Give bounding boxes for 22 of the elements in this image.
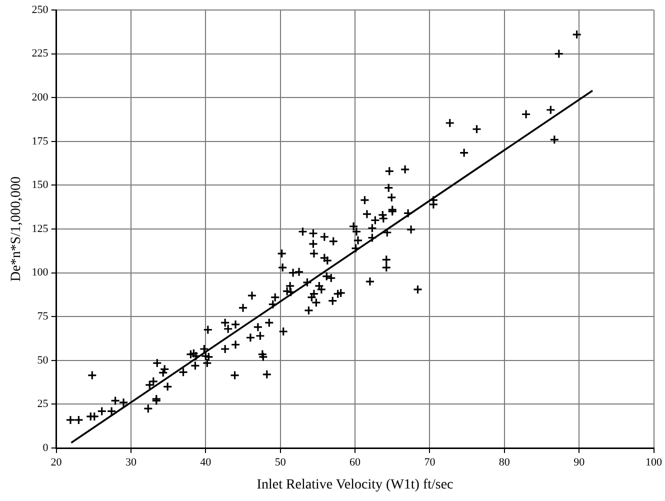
- x-tick-label: 50: [274, 456, 286, 468]
- y-tick-label: 25: [37, 398, 49, 410]
- x-tick-label: 90: [574, 456, 586, 468]
- y-tick-label: 225: [32, 48, 49, 60]
- y-tick-label: 150: [32, 179, 49, 192]
- y-tick-label: 200: [32, 91, 49, 104]
- y-tick-label: 175: [32, 135, 49, 148]
- y-tick-label: 250: [32, 4, 49, 16]
- y-tick-label: 125: [32, 222, 49, 235]
- y-tick-label: 75: [37, 310, 49, 322]
- x-tick-label: 100: [646, 456, 662, 468]
- x-tick-label: 80: [498, 456, 510, 468]
- y-tick-label: 0: [42, 442, 49, 454]
- y-tick-label: 100: [32, 266, 49, 279]
- y-tick-label: 50: [37, 354, 49, 366]
- x-tick-label: 40: [200, 456, 212, 468]
- x-tick-label: 30: [125, 456, 137, 468]
- x-axis-title: Inlet Relative Velocity (W1t) ft/sec: [256, 477, 454, 492]
- x-tick-label: 70: [424, 456, 436, 468]
- x-tick-label: 60: [350, 456, 362, 468]
- y-axis-title: De*n*S/1,000,000: [9, 176, 24, 282]
- x-tick-label: 20: [50, 456, 62, 468]
